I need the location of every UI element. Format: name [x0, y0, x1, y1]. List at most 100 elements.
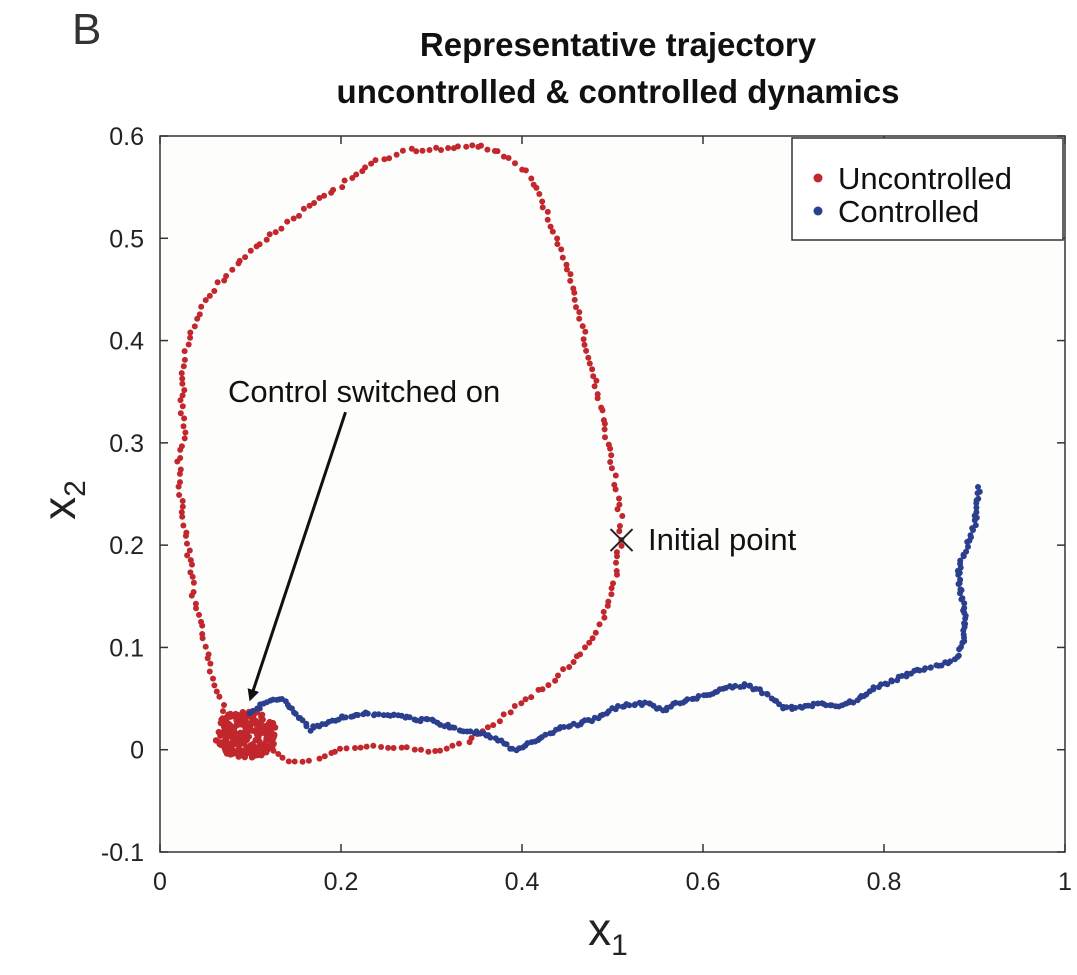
uncontrolled-point [519, 166, 526, 173]
uncontrolled-point [220, 708, 226, 715]
uncontrolled-point [570, 659, 577, 665]
uncontrolled-cluster-point [219, 715, 226, 722]
uncontrolled-point [571, 296, 578, 303]
uncontrolled-point [229, 266, 236, 273]
uncontrolled-point [469, 142, 476, 149]
uncontrolled-point [206, 668, 213, 675]
uncontrolled-point [305, 757, 312, 764]
y-tick-label: 0.3 [109, 430, 144, 458]
uncontrolled-point [528, 175, 535, 182]
uncontrolled-cluster-point [235, 712, 242, 720]
uncontrolled-point [511, 703, 518, 709]
uncontrolled-point [221, 702, 227, 708]
uncontrolled-point [199, 631, 206, 637]
uncontrolled-point [357, 744, 364, 751]
controlled-point [632, 701, 639, 708]
uncontrolled-cluster-point [221, 732, 228, 739]
uncontrolled-point [594, 395, 601, 402]
uncontrolled-point [456, 740, 462, 747]
uncontrolled-point [180, 363, 187, 370]
uncontrolled-point [598, 404, 605, 411]
chart-title-line-1: Representative trajectory [420, 26, 817, 63]
uncontrolled-cluster-point [216, 739, 224, 746]
y-tick-label: -0.1 [101, 839, 144, 867]
uncontrolled-point [182, 429, 189, 436]
uncontrolled-point [300, 205, 307, 212]
uncontrolled-cluster-point [263, 749, 270, 756]
uncontrolled-cluster-point [259, 716, 266, 723]
uncontrolled-point [576, 309, 583, 316]
controlled-point [973, 509, 980, 516]
y-tick-label: 0 [130, 737, 144, 765]
uncontrolled-point [490, 722, 497, 729]
controlled-point [375, 711, 382, 718]
uncontrolled-cluster-point [268, 729, 275, 736]
uncontrolled-cluster-point [250, 715, 257, 723]
uncontrolled-cluster-point [226, 748, 233, 756]
controlled-point [299, 717, 306, 724]
uncontrolled-point [554, 235, 561, 242]
uncontrolled-point [341, 177, 348, 184]
uncontrolled-cluster-point [270, 723, 277, 730]
uncontrolled-point [426, 147, 433, 153]
controlled-point [955, 652, 962, 659]
control-switched-arrow [247, 411, 347, 702]
uncontrolled-point [612, 486, 619, 493]
uncontrolled-point [363, 743, 370, 750]
uncontrolled-cluster-point [236, 721, 244, 728]
uncontrolled-point [558, 246, 565, 253]
controlled-point [418, 715, 425, 722]
uncontrolled-point [189, 573, 196, 580]
x-axis-ticks: 0 0.2 0.4 0.6 0.8 1 [153, 136, 1072, 896]
uncontrolled-cluster-point [230, 713, 237, 720]
uncontrolled-point [591, 383, 598, 390]
uncontrolled-point [582, 644, 588, 651]
uncontrolled-point [445, 145, 452, 151]
uncontrolled-point [505, 155, 512, 161]
uncontrolled-point [194, 315, 201, 322]
controlled-point [487, 734, 494, 741]
uncontrolled-point [560, 666, 567, 673]
controlled-point [451, 724, 458, 731]
controlled-point [614, 703, 621, 709]
uncontrolled-cluster-point [242, 717, 249, 724]
controlled-point [732, 682, 739, 689]
uncontrolled-point [605, 441, 612, 448]
controlled-point [792, 704, 799, 711]
controlled-point [927, 664, 934, 671]
uncontrolled-point [605, 598, 612, 605]
uncontrolled-point [253, 243, 260, 250]
uncontrolled-point [211, 288, 218, 294]
controlled-point [973, 504, 980, 511]
controlled-point [342, 714, 349, 721]
uncontrolled-point [484, 724, 491, 731]
uncontrolled-point [539, 198, 546, 205]
uncontrolled-point [180, 423, 187, 430]
uncontrolled-cluster-point [243, 736, 251, 743]
uncontrolled-point [393, 151, 400, 158]
controlled-point [424, 716, 431, 723]
controlled-point [899, 672, 906, 679]
uncontrolled-point [221, 277, 228, 284]
uncontrolled-point [518, 700, 525, 707]
uncontrolled-point [179, 498, 186, 504]
uncontrolled-cluster-point [269, 735, 277, 742]
uncontrolled-point [181, 415, 188, 422]
uncontrolled-point [196, 311, 203, 318]
uncontrolled-point [181, 356, 188, 363]
uncontrolled-point [306, 202, 313, 209]
uncontrolled-cluster-point [249, 751, 256, 759]
uncontrolled-cluster-point [269, 743, 276, 751]
uncontrolled-point [530, 181, 537, 188]
uncontrolled-point [611, 481, 618, 488]
uncontrolled-point [368, 160, 375, 167]
controlled-point [963, 548, 970, 555]
initial-point-marker [609, 528, 634, 552]
uncontrolled-point [179, 375, 186, 382]
uncontrolled-point [372, 157, 379, 164]
uncontrolled-point [177, 397, 184, 404]
uncontrolled-point [616, 495, 622, 502]
uncontrolled-cluster-point [247, 727, 254, 734]
uncontrolled-point [181, 348, 188, 355]
uncontrolled-point [528, 694, 535, 701]
